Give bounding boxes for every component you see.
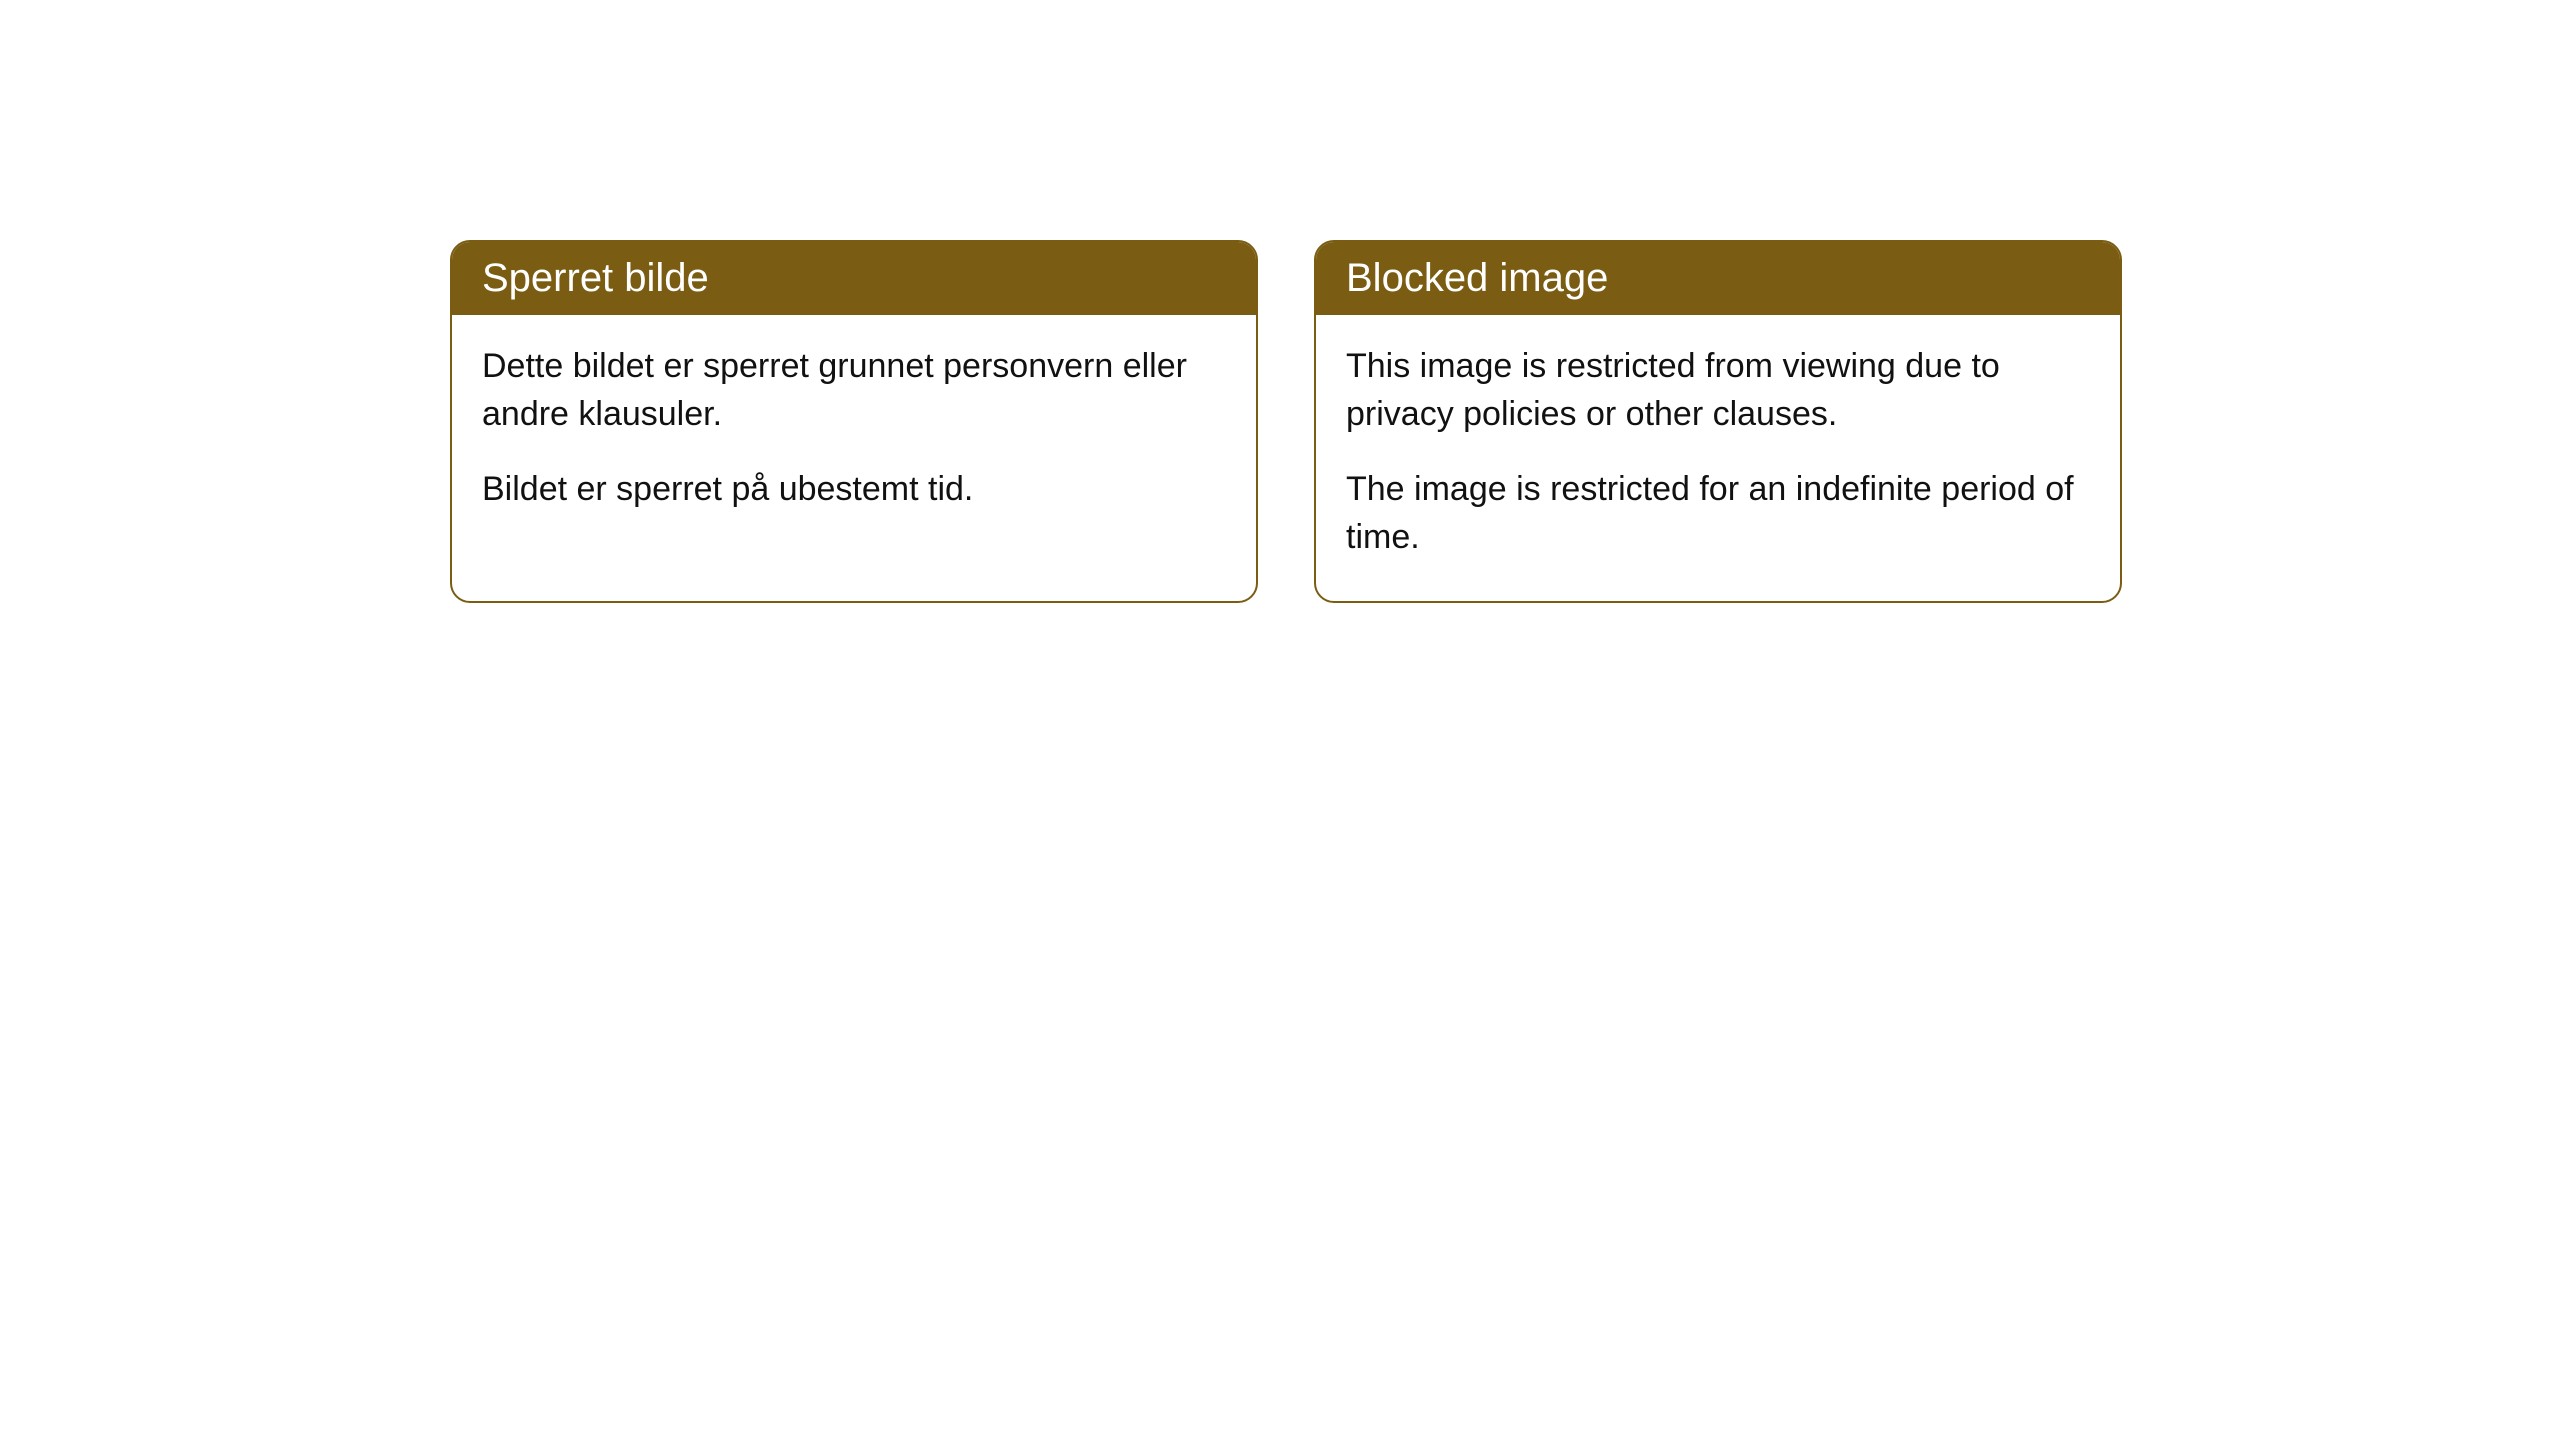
cards-container: Sperret bilde Dette bildet er sperret gr… — [0, 0, 2560, 603]
card-header-no: Sperret bilde — [452, 242, 1256, 315]
card-title-no: Sperret bilde — [482, 256, 709, 300]
card-paragraph-1-no: Dette bildet er sperret grunnet personve… — [482, 343, 1226, 438]
card-header-en: Blocked image — [1316, 242, 2120, 315]
card-body-en: This image is restricted from viewing du… — [1316, 315, 2120, 601]
blocked-image-card-no: Sperret bilde Dette bildet er sperret gr… — [450, 240, 1258, 603]
card-paragraph-1-en: This image is restricted from viewing du… — [1346, 343, 2090, 438]
card-title-en: Blocked image — [1346, 256, 1608, 300]
blocked-image-card-en: Blocked image This image is restricted f… — [1314, 240, 2122, 603]
card-paragraph-2-en: The image is restricted for an indefinit… — [1346, 466, 2090, 561]
card-body-no: Dette bildet er sperret grunnet personve… — [452, 315, 1256, 554]
card-paragraph-2-no: Bildet er sperret på ubestemt tid. — [482, 466, 1226, 514]
